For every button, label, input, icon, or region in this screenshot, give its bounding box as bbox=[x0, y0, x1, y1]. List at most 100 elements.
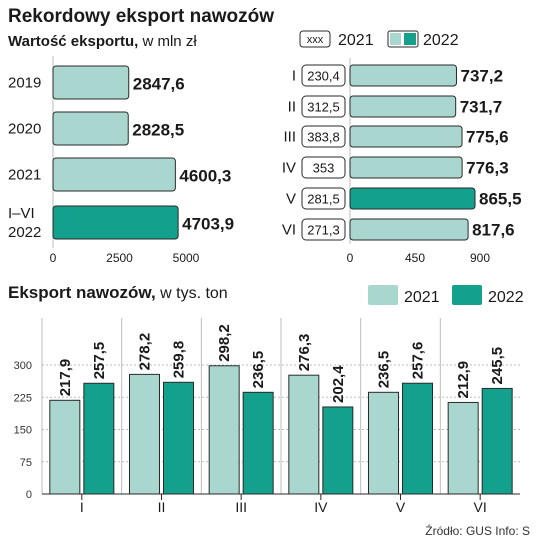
legend-top-box-label: xxx bbox=[307, 34, 324, 46]
value-label-2021: 353 bbox=[313, 161, 335, 176]
subtitle-value: Wartość eksportu, w mln zł bbox=[8, 33, 197, 50]
bar bbox=[349, 64, 457, 87]
legend-top: xxx 2021 2022 bbox=[299, 30, 459, 49]
category-label: IV bbox=[314, 499, 328, 515]
value-label-2021: 312,5 bbox=[307, 100, 340, 115]
chart-monthly-value: I 230,4 737,2 II 312,5 731,7 III 383,8 775,6 IV 35… bbox=[282, 58, 522, 265]
bar bbox=[52, 111, 129, 146]
value-label: 217,9 bbox=[57, 359, 74, 397]
chart-export-value: 2019 2847,6 2020 2828,5 2021 4600,3 I–VI 2022 47… bbox=[8, 56, 234, 265]
bar bbox=[368, 391, 399, 495]
tick-label: 75 bbox=[20, 457, 32, 469]
value-label: 2847,6 bbox=[133, 75, 185, 94]
value-box-2021 bbox=[301, 218, 346, 241]
bar bbox=[402, 382, 433, 495]
bar bbox=[163, 381, 194, 495]
value-box-2021 bbox=[301, 187, 346, 210]
bar bbox=[288, 374, 320, 495]
legend-top-box bbox=[299, 30, 331, 48]
value-label: 2828,5 bbox=[132, 121, 184, 140]
tick-label: 5000 bbox=[173, 251, 200, 265]
value-label: 257,5 bbox=[91, 342, 108, 380]
category-label: V bbox=[396, 499, 406, 515]
value-label-2021: 383,8 bbox=[307, 130, 340, 145]
category-label: II bbox=[288, 99, 296, 116]
legend-top-2022-label: 2022 bbox=[423, 32, 459, 49]
tick-label: 900 bbox=[470, 251, 490, 265]
legend-bottom-2022-swatch bbox=[452, 285, 482, 305]
bar bbox=[83, 382, 115, 495]
bar bbox=[52, 65, 130, 100]
value-box-2021 bbox=[301, 64, 346, 87]
value-label: 202,4 bbox=[330, 365, 347, 403]
value-box-2021 bbox=[301, 95, 346, 118]
category-label: III bbox=[235, 499, 247, 515]
value-label: 259,8 bbox=[171, 341, 188, 379]
legend-bottom-2021-label: 2021 bbox=[404, 289, 440, 306]
category-label: I–VI bbox=[8, 205, 35, 222]
category-label: VI bbox=[282, 222, 296, 239]
bar bbox=[349, 95, 457, 118]
bar bbox=[349, 187, 476, 210]
value-box-2021 bbox=[301, 125, 346, 148]
tick-label: 300 bbox=[14, 360, 32, 372]
bar bbox=[49, 399, 81, 495]
category-label: 2020 bbox=[8, 121, 41, 138]
tick-label: 150 bbox=[14, 425, 32, 437]
bar bbox=[447, 401, 479, 495]
bar bbox=[129, 373, 160, 495]
bar bbox=[349, 218, 469, 241]
value-label: 776,3 bbox=[466, 159, 509, 178]
bar bbox=[52, 157, 176, 192]
value-label: 236,5 bbox=[250, 351, 267, 389]
value-label: 236,5 bbox=[376, 351, 393, 389]
legend-bottom-2022-label: 2022 bbox=[488, 289, 524, 306]
value-label: 257,6 bbox=[410, 342, 427, 380]
value-label: 737,2 bbox=[460, 67, 503, 86]
value-label-2021: 271,3 bbox=[307, 223, 340, 238]
category-label: VI bbox=[474, 499, 487, 515]
value-label: 817,6 bbox=[472, 221, 515, 240]
value-label-2021: 230,4 bbox=[307, 69, 340, 84]
subtitle-volume: Eksport nawozów, w tys. ton bbox=[8, 283, 228, 302]
legend-top-2022-swatch bbox=[387, 30, 419, 48]
value-label: 731,7 bbox=[460, 98, 503, 117]
bar bbox=[322, 406, 354, 495]
bar bbox=[242, 391, 274, 495]
tick-label: 450 bbox=[405, 251, 425, 265]
tick-label: 2500 bbox=[106, 251, 133, 265]
category-label: I bbox=[80, 499, 84, 515]
category-label: 2019 bbox=[8, 75, 41, 92]
value-label: 298,2 bbox=[216, 324, 233, 362]
tick-label: 0 bbox=[26, 489, 32, 501]
chart-export-volume: 0 75 150 225 300 217,9 257,5 I 278,2 259,8 II 298,2… bbox=[14, 318, 520, 515]
value-label: 775,6 bbox=[466, 128, 509, 147]
value-label: 865,5 bbox=[479, 190, 522, 209]
source-note: Źródło: GUS Info: S bbox=[425, 523, 530, 538]
value-label: 276,3 bbox=[296, 334, 313, 372]
bar bbox=[349, 125, 463, 148]
category-label: III bbox=[283, 129, 296, 146]
category-label: II bbox=[158, 499, 166, 515]
bar bbox=[208, 365, 240, 495]
tick-label: 225 bbox=[14, 392, 32, 404]
value-label-2021: 281,5 bbox=[307, 192, 340, 207]
bar bbox=[481, 387, 513, 495]
category-label: V bbox=[286, 191, 296, 208]
category-label: 2021 bbox=[8, 167, 41, 184]
value-label: 4703,9 bbox=[182, 215, 234, 234]
value-label: 278,2 bbox=[137, 333, 154, 371]
category-label: I bbox=[292, 68, 296, 85]
legend-bottom-2021-swatch bbox=[368, 285, 398, 305]
value-label: 245,5 bbox=[489, 347, 506, 385]
bar bbox=[349, 156, 463, 179]
value-label: 212,9 bbox=[455, 361, 472, 399]
page-title: Rekordowy eksport nawozów bbox=[8, 6, 274, 27]
legend-bottom: 2021 2022 bbox=[368, 285, 524, 306]
category-label: 2022 bbox=[8, 224, 41, 241]
tick-label: 0 bbox=[347, 251, 354, 265]
category-label: IV bbox=[282, 160, 296, 177]
tick-label: 0 bbox=[50, 251, 57, 265]
value-label: 4600,3 bbox=[179, 167, 231, 186]
